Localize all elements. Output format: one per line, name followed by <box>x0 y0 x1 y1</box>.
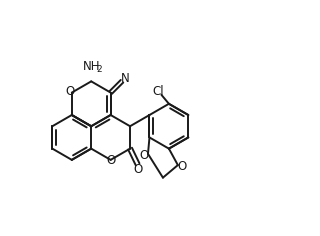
Text: O: O <box>133 163 143 176</box>
Text: O: O <box>139 149 148 162</box>
Text: N: N <box>121 72 130 85</box>
Text: 2: 2 <box>97 65 102 74</box>
Text: O: O <box>106 154 116 167</box>
Text: O: O <box>177 160 187 173</box>
Text: O: O <box>66 85 75 98</box>
Text: Cl: Cl <box>152 85 164 98</box>
Text: NH: NH <box>83 60 100 73</box>
